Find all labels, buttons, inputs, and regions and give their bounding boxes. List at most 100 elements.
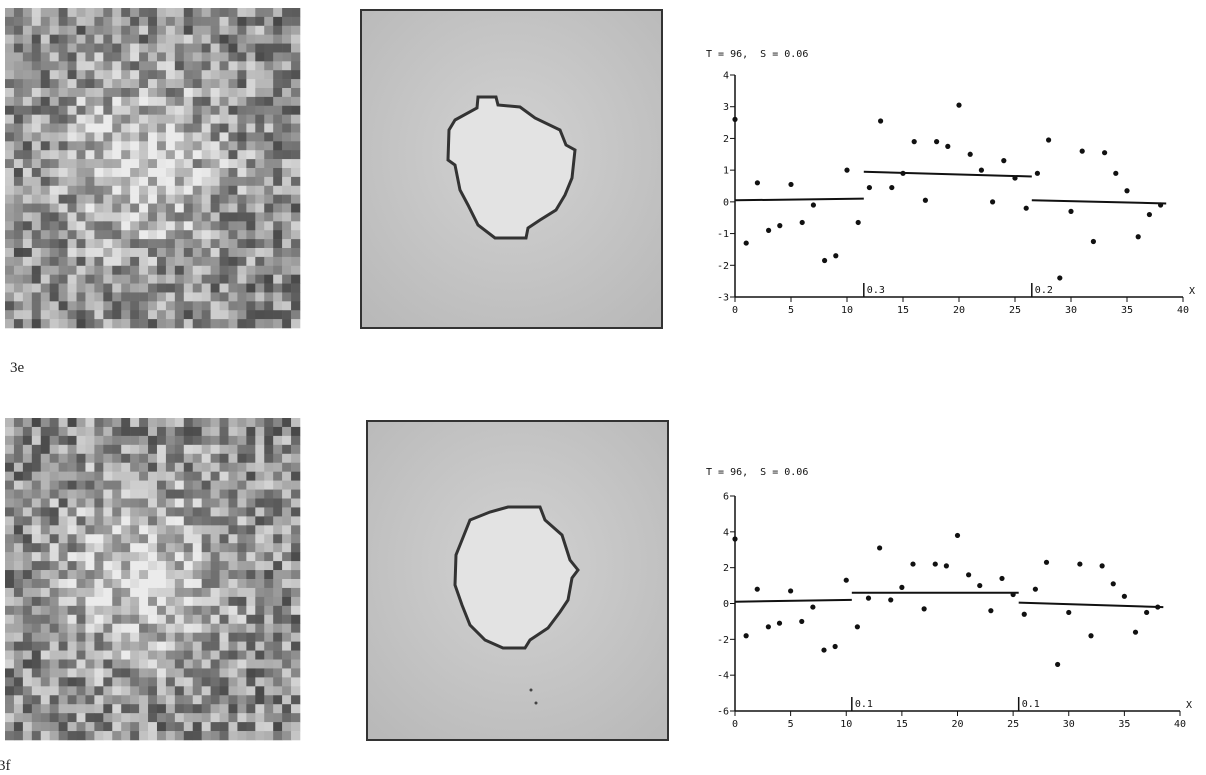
noise-cell [112, 159, 122, 169]
noise-cell [219, 265, 229, 275]
noise-cell [273, 516, 283, 526]
noise-cell [112, 731, 122, 741]
noise-cell [282, 489, 292, 499]
noise-cell [273, 668, 283, 678]
noise-cell [76, 686, 86, 696]
noise-cell [148, 114, 158, 124]
noise-cell [22, 88, 33, 98]
noise-cell [58, 722, 68, 732]
noise-cell [291, 659, 301, 669]
noise-cell [291, 650, 301, 660]
data-point [1099, 563, 1105, 569]
noise-cell [273, 8, 283, 18]
noise-cell [174, 274, 185, 284]
noise-cell [183, 435, 194, 446]
noise-cell [49, 534, 59, 544]
noise-cell [85, 114, 95, 124]
data-point [776, 620, 783, 626]
figure-label: 3e [10, 360, 25, 376]
noise-cell [112, 105, 122, 115]
noise-cell [130, 632, 140, 642]
noise-cell [130, 552, 140, 562]
noise-cell [148, 713, 158, 723]
noise-cell [22, 132, 33, 142]
noise-cell [13, 444, 24, 455]
noise-cell [192, 25, 202, 35]
noise-cell [219, 713, 229, 723]
noise-cell [255, 444, 265, 455]
noise-cell [228, 722, 238, 732]
noise-cell [139, 471, 149, 481]
noise-cell [58, 623, 68, 633]
noise-cell [13, 132, 24, 142]
noise-cell [13, 713, 24, 723]
noise-cell [210, 319, 220, 329]
noise-cell [264, 88, 274, 98]
noise-cell [67, 96, 77, 107]
noise-cell [40, 61, 50, 71]
noise-cell [165, 79, 176, 89]
noise-cell [139, 516, 149, 526]
noise-cell [130, 418, 140, 428]
noise-cell [174, 34, 185, 44]
noise-cell [192, 114, 202, 124]
noise-cell [49, 123, 59, 133]
noise-cell [183, 471, 194, 481]
noise-cell [130, 596, 140, 607]
noise-cell [237, 659, 247, 669]
noise-cell [58, 543, 68, 553]
noise-cell [219, 722, 229, 732]
noise-cell [40, 248, 50, 258]
noise-cell [40, 632, 50, 642]
noise-cell [121, 221, 131, 231]
noise-cell [219, 686, 229, 696]
x-tick-label: 10 [841, 305, 853, 316]
break-label: 0.1 [1022, 699, 1040, 710]
noise-cell [255, 52, 265, 62]
noise-cell [40, 462, 50, 472]
noise-cell [31, 25, 42, 35]
noise-cell [112, 141, 122, 151]
noise-cell [156, 194, 167, 204]
noise-cell [94, 579, 104, 589]
noise-cell [210, 418, 220, 428]
noise-cell [13, 283, 24, 293]
noise-cell [49, 70, 59, 80]
noise-cell [40, 525, 50, 535]
noise-cell [58, 695, 68, 705]
noise-cell [40, 310, 50, 320]
noise-cell [31, 525, 42, 535]
noise-cell [273, 489, 283, 499]
noise-cell [228, 641, 238, 651]
noise-cell [282, 462, 292, 472]
noise-cell [148, 141, 158, 151]
noise-cell [156, 731, 167, 741]
noise-cell [103, 614, 113, 625]
noise-cell [210, 141, 220, 151]
noise-cell [264, 123, 274, 133]
noise-cell [246, 114, 256, 124]
noise-cell [121, 704, 131, 714]
noise-cell [255, 274, 265, 284]
noise-cell [192, 453, 202, 464]
noise-cell [255, 221, 265, 231]
noise-cell [264, 194, 274, 204]
noise-cell [76, 168, 86, 178]
noise-cell [174, 132, 185, 142]
noise-cell [228, 632, 238, 642]
noise-cell [103, 695, 113, 705]
fit-line [863, 170, 1032, 178]
noise-cell [282, 623, 292, 633]
noise-cell [130, 168, 140, 178]
noise-cell [273, 203, 283, 213]
noise-cell [201, 668, 211, 678]
noise-cell [174, 70, 185, 80]
noise-cell [210, 274, 220, 284]
noise-cell [67, 265, 77, 275]
noise-cell [264, 632, 274, 642]
noise-cell [13, 435, 24, 446]
noise-cell [210, 623, 220, 633]
noise-cell [67, 561, 77, 571]
noise-cell [76, 650, 86, 660]
noise-cell [192, 185, 202, 195]
